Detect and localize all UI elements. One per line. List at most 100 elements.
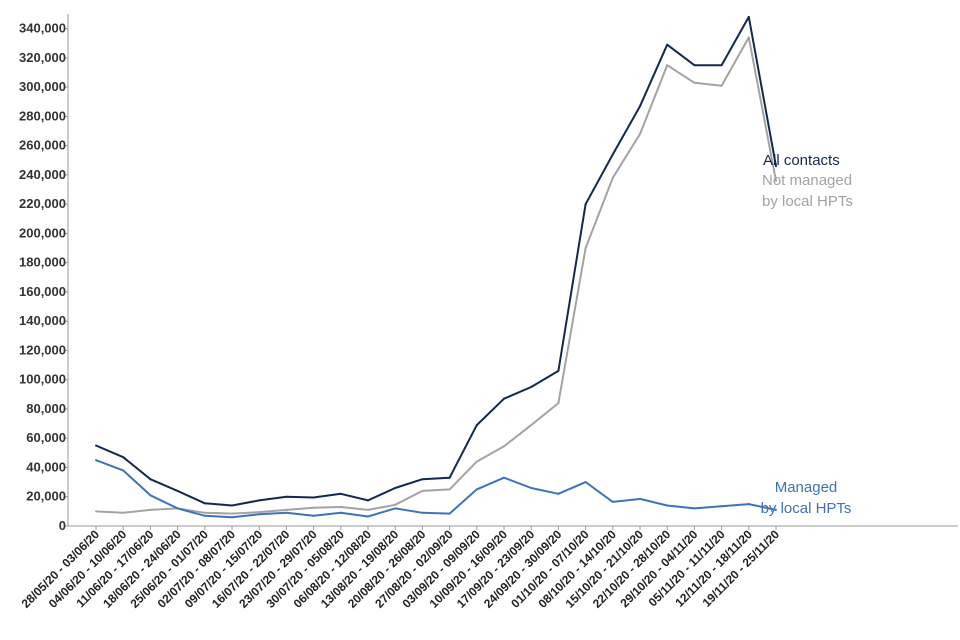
- data-point: [367, 508, 369, 511]
- data-point: [176, 507, 179, 510]
- y-tick-label: 100,000: [19, 372, 66, 387]
- series-line: [95, 36, 777, 515]
- data-point: [421, 489, 424, 492]
- y-tick-label: 160,000: [19, 284, 66, 299]
- data-point: [557, 492, 560, 495]
- data-point: [503, 397, 505, 400]
- data-point: [503, 445, 505, 448]
- data-point: [394, 486, 397, 489]
- data-point: [775, 179, 777, 182]
- data-point: [611, 153, 614, 156]
- data-point: [530, 386, 533, 389]
- data-point: [149, 508, 152, 511]
- y-tick-label: 300,000: [19, 79, 66, 94]
- series-label: All contacts: [763, 152, 840, 169]
- data-point: [149, 478, 152, 481]
- y-tick-label: 120,000: [19, 342, 66, 357]
- data-point: [203, 511, 206, 514]
- data-point: [720, 64, 723, 67]
- y-tick-label: 40,000: [26, 459, 66, 474]
- data-point: [584, 481, 587, 484]
- data-point: [693, 64, 696, 67]
- data-point: [475, 488, 478, 491]
- y-tick-label: 320,000: [19, 50, 66, 65]
- data-point: [95, 510, 97, 513]
- data-point: [775, 165, 777, 168]
- data-point: [312, 506, 315, 509]
- data-point: [367, 515, 369, 518]
- y-tick-label: 20,000: [26, 489, 66, 504]
- data-point: [421, 478, 424, 481]
- y-tick-label: 80,000: [26, 401, 66, 416]
- y-tick-label: 260,000: [19, 138, 66, 153]
- y-tick-label: 280,000: [19, 108, 66, 123]
- y-tick-label: 240,000: [19, 167, 66, 182]
- data-point: [448, 512, 451, 515]
- data-point: [339, 492, 342, 495]
- data-point: [231, 516, 233, 519]
- data-point: [639, 132, 641, 135]
- data-point: [584, 247, 587, 250]
- series-lines: [95, 15, 777, 519]
- data-point: [693, 81, 696, 84]
- data-point: [747, 503, 750, 506]
- data-point: [312, 514, 315, 517]
- data-point: [557, 369, 560, 372]
- data-point: [231, 512, 233, 515]
- data-point: [475, 424, 478, 427]
- data-point: [394, 507, 397, 510]
- y-tick-label: 200,000: [19, 225, 66, 240]
- data-point: [285, 511, 288, 514]
- data-point: [339, 511, 342, 514]
- data-point: [122, 456, 125, 459]
- data-point: [611, 500, 614, 503]
- y-tick-label: 0: [59, 518, 66, 533]
- data-point: [339, 505, 342, 508]
- series-label: Not managed by local HPTs: [762, 172, 853, 210]
- data-point: [367, 499, 369, 502]
- data-point: [176, 489, 179, 492]
- data-point: [421, 511, 424, 514]
- y-tick-label: 140,000: [19, 313, 66, 328]
- data-point: [666, 64, 669, 67]
- data-point: [448, 488, 451, 491]
- data-point: [285, 495, 288, 498]
- data-point: [775, 508, 777, 511]
- data-point: [639, 105, 641, 108]
- data-point: [666, 43, 669, 46]
- data-point: [639, 497, 641, 500]
- data-point: [720, 505, 723, 508]
- data-point: [231, 504, 233, 507]
- data-point: [611, 176, 614, 179]
- y-tick-label: 220,000: [19, 196, 66, 211]
- series-label: Managed by local HPTs: [761, 479, 852, 517]
- data-point: [203, 514, 206, 517]
- data-point: [258, 499, 261, 502]
- series-labels: All contacts Not managed by local HPTs Mana…: [761, 152, 853, 517]
- data-point: [448, 476, 451, 479]
- y-axis: 0 20,000 40,000 60,000 80,000 100,000 120,000 1…: [19, 14, 69, 533]
- data-point: [693, 507, 696, 510]
- data-point: [122, 469, 125, 472]
- series-line: [95, 15, 777, 507]
- data-point: [95, 444, 97, 447]
- data-point: [747, 36, 750, 39]
- data-point: [149, 494, 152, 497]
- data-point: [530, 424, 533, 427]
- data-point: [503, 476, 505, 479]
- data-point: [95, 459, 97, 462]
- data-point: [312, 496, 315, 499]
- data-point: [122, 511, 125, 514]
- data-point: [720, 84, 723, 87]
- y-tick-label: 180,000: [19, 255, 66, 270]
- series-line: [95, 459, 777, 519]
- data-point: [747, 15, 750, 18]
- data-point: [394, 503, 397, 506]
- data-point: [557, 402, 560, 405]
- data-point: [258, 513, 261, 516]
- data-point: [203, 502, 206, 505]
- y-tick-label: 60,000: [26, 430, 66, 445]
- y-tick-label: 340,000: [19, 21, 66, 36]
